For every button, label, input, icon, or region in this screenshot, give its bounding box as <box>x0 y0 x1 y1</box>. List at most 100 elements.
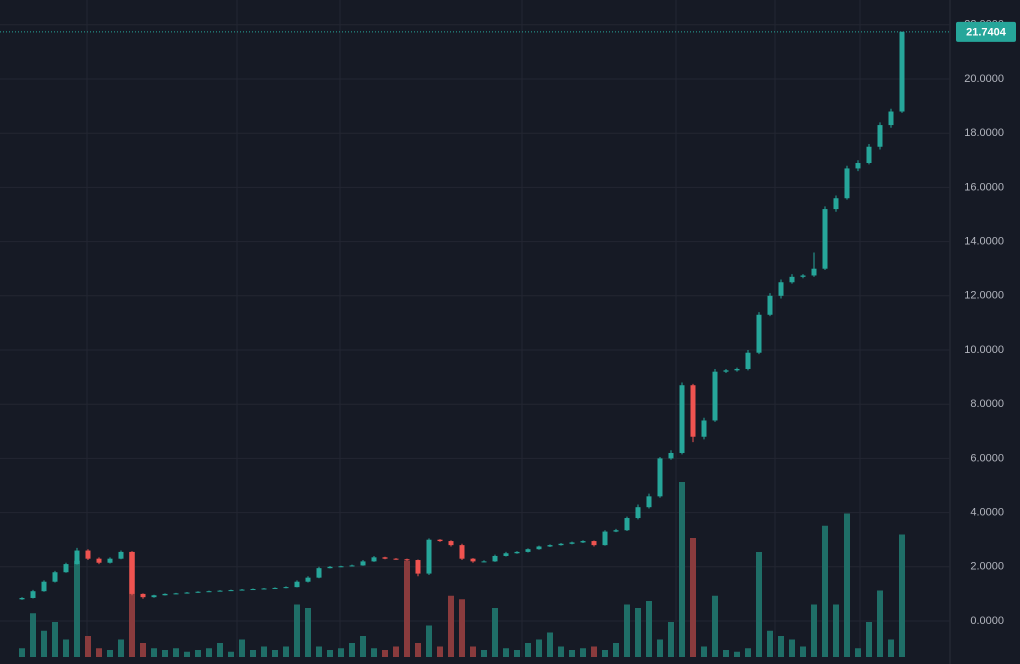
volume-bar <box>316 646 322 657</box>
volume-bar <box>404 560 410 657</box>
volume-bar <box>393 646 399 657</box>
candle-body <box>404 559 410 561</box>
candle-body <box>668 452 674 459</box>
volume-bar <box>294 604 300 657</box>
volume-bar <box>613 643 619 657</box>
candle-body <box>789 276 795 283</box>
candle-body <box>481 561 487 563</box>
volume-bar <box>833 604 839 657</box>
volume-bar <box>536 639 542 657</box>
candle-body <box>580 541 586 543</box>
candle-body <box>833 198 839 210</box>
volume-bar <box>338 648 344 657</box>
volume-bar <box>712 595 718 657</box>
candle-body <box>701 420 707 437</box>
candle-body <box>877 125 883 147</box>
candle-body <box>195 591 201 593</box>
volume-bar <box>899 534 905 657</box>
y-tick-label: 18.0000 <box>964 127 1004 139</box>
candle-body <box>745 352 751 369</box>
volume-bar <box>437 646 443 657</box>
candle-layer <box>19 31 905 600</box>
candle-body <box>261 588 267 590</box>
candle-body <box>360 561 366 566</box>
candle-body <box>19 597 25 600</box>
candle-body <box>162 593 168 596</box>
volume-bar <box>206 648 212 657</box>
volume-bar <box>668 622 674 657</box>
candle-body <box>811 268 817 276</box>
volume-bar <box>52 622 58 657</box>
volume-bar <box>822 525 828 657</box>
volume-bar <box>426 625 432 657</box>
volume-bar <box>635 608 641 657</box>
volume-bar <box>63 639 69 657</box>
candle-body <box>239 589 245 591</box>
candle-body <box>118 551 124 559</box>
candle-body <box>382 557 388 559</box>
candle-body <box>855 163 861 169</box>
last-price-box <box>956 21 1016 42</box>
volume-bar <box>602 650 608 657</box>
volume-bar <box>118 639 124 657</box>
candle-body <box>228 590 234 592</box>
y-tick-label: 16.0000 <box>964 181 1004 193</box>
volume-bar <box>195 650 201 657</box>
candle-body <box>338 566 344 568</box>
candle-body <box>657 458 663 497</box>
volume-bar <box>228 651 234 657</box>
candle-body <box>679 385 685 453</box>
volume-bar <box>327 650 333 657</box>
volume-bar <box>690 538 696 657</box>
volume-bar <box>701 646 707 657</box>
volume-bar <box>723 650 729 657</box>
volume-bar <box>470 646 476 657</box>
candle-body <box>316 568 322 578</box>
volume-bar <box>811 604 817 657</box>
candle-body <box>646 496 652 508</box>
volume-bar <box>415 643 421 657</box>
volume-bar <box>382 650 388 657</box>
volume-bar <box>492 608 498 657</box>
volume-bar <box>283 646 289 657</box>
volume-bar <box>866 622 872 657</box>
volume-bar <box>888 639 894 657</box>
candle-body <box>602 531 608 546</box>
volume-bar <box>569 650 575 657</box>
volume-bar <box>800 646 806 657</box>
y-tick-label: 12.0000 <box>964 290 1004 302</box>
volume-bar <box>459 599 465 657</box>
candle-body <box>767 295 773 315</box>
candle-body <box>184 592 190 594</box>
candle-body <box>591 541 597 546</box>
candle-body <box>294 581 300 588</box>
candle-body <box>129 551 135 594</box>
volume-bar <box>360 636 366 657</box>
volume-bar <box>96 648 102 657</box>
candle-body <box>206 591 212 593</box>
candle-body <box>712 371 718 421</box>
candle-body <box>250 589 256 591</box>
volume-bar <box>591 646 597 657</box>
candle-body <box>415 560 421 574</box>
volume-bar <box>756 552 762 657</box>
candle-body <box>569 542 575 544</box>
candle-body <box>41 581 47 592</box>
last-price-tag: 21.7404 <box>0 21 1016 42</box>
candle-body <box>503 553 509 556</box>
volume-bar <box>481 650 487 657</box>
price-axis: 0.0000 2.0000 4.0000 6.0000 8.0000 10.0000 12.… <box>964 19 1004 627</box>
y-tick-label: 20.0000 <box>964 73 1004 85</box>
volume-bar <box>624 604 630 657</box>
volume-bar <box>844 513 850 657</box>
volume-bar <box>679 482 685 657</box>
vertical-grid <box>86 0 861 657</box>
candle-body <box>844 168 850 199</box>
volume-bar <box>855 648 861 657</box>
volume-bar <box>734 651 740 657</box>
candle-body <box>140 593 146 598</box>
candle-body <box>30 591 36 598</box>
volume-bar <box>41 630 47 657</box>
